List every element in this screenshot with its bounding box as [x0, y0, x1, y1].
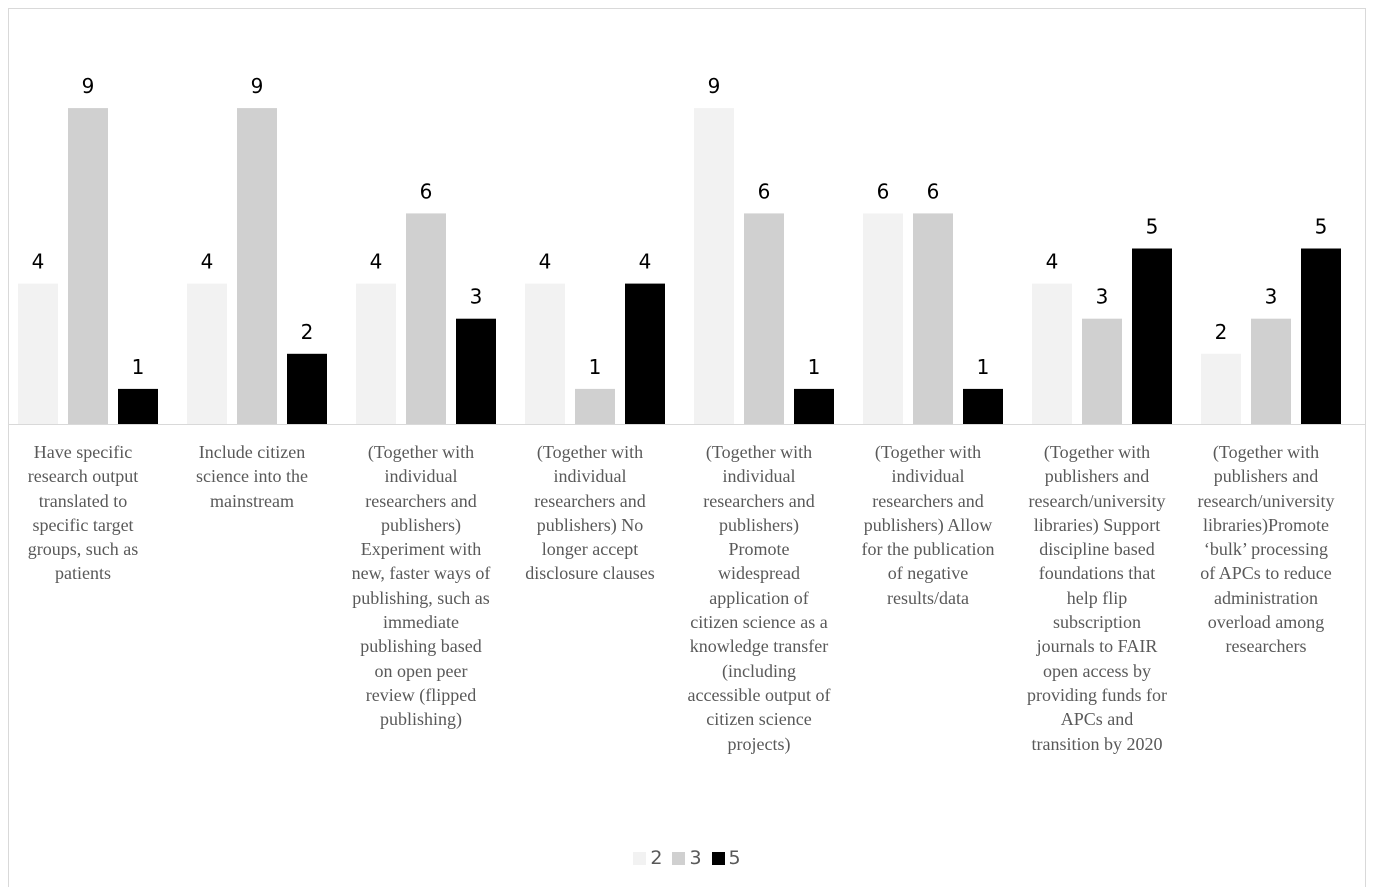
bar-series-3-cat-8 — [1251, 318, 1291, 424]
legend-label-3: 3 — [689, 847, 702, 869]
chart-frame — [8, 8, 1366, 887]
data-label-series-5-cat-1: 1 — [132, 355, 145, 379]
bar-series-2-cat-1 — [18, 283, 58, 424]
data-label-series-3-cat-3: 6 — [420, 179, 433, 203]
bar-series-2-cat-7 — [1032, 283, 1072, 424]
data-label-series-3-cat-8: 3 — [1265, 285, 1278, 309]
bar-series-2-cat-8 — [1201, 353, 1241, 424]
bar-series-5-cat-8 — [1301, 248, 1341, 424]
legend-item-2: 2 — [633, 847, 662, 869]
bar-series-2-cat-2 — [187, 283, 227, 424]
data-label-series-5-cat-8: 5 — [1315, 215, 1328, 239]
bar-series-2-cat-5 — [694, 108, 734, 424]
bar-series-2-cat-3 — [356, 283, 396, 424]
bar-series-5-cat-5 — [794, 388, 834, 424]
legend-label-2: 2 — [650, 847, 663, 869]
data-label-series-5-cat-3: 3 — [470, 285, 483, 309]
data-label-series-3-cat-2: 9 — [251, 74, 264, 98]
category-label-4: (Together with individual researchers an… — [525, 442, 655, 584]
data-label-series-5-cat-4: 4 — [639, 250, 652, 274]
category-label-3: (Together with individual researchers an… — [351, 442, 491, 730]
bar-series-3-cat-4 — [575, 388, 615, 424]
bar-series-5-cat-4 — [625, 283, 665, 424]
bar-series-5-cat-1 — [118, 388, 158, 424]
category-label-2: Include citizen science into the mainstr… — [196, 442, 308, 511]
data-label-series-3-cat-5: 6 — [758, 179, 771, 203]
data-label-series-3-cat-6: 6 — [927, 179, 940, 203]
category-label-8: (Together with publishers and research/u… — [1197, 442, 1335, 657]
bar-series-5-cat-7 — [1132, 248, 1172, 424]
chart-legend: 2 3 5 — [0, 845, 1374, 871]
legend-swatch-3 — [672, 851, 686, 865]
data-label-series-3-cat-1: 9 — [82, 74, 95, 98]
bar-series-5-cat-6 — [963, 388, 1003, 424]
legend-label-5: 5 — [728, 847, 741, 869]
data-label-series-2-cat-3: 4 — [370, 250, 383, 274]
bar-series-5-cat-2 — [287, 353, 327, 424]
data-label-series-2-cat-4: 4 — [539, 250, 552, 274]
bar-series-2-cat-6 — [863, 213, 903, 424]
data-label-series-2-cat-7: 4 — [1046, 250, 1059, 274]
data-label-series-5-cat-6: 1 — [977, 355, 990, 379]
bar-series-3-cat-1 — [68, 108, 108, 424]
data-label-series-5-cat-5: 1 — [808, 355, 821, 379]
data-label-series-2-cat-6: 6 — [877, 179, 890, 203]
data-label-series-2-cat-8: 2 — [1215, 320, 1228, 344]
bar-series-3-cat-2 — [237, 108, 277, 424]
legend-swatch-5 — [711, 851, 725, 865]
legend-item-5: 5 — [711, 847, 741, 869]
data-label-series-2-cat-5: 9 — [708, 74, 721, 98]
legend-swatch-2 — [633, 851, 647, 865]
category-label-6: (Together with individual researchers an… — [861, 442, 995, 608]
data-label-series-5-cat-2: 2 — [301, 320, 314, 344]
data-label-series-2-cat-1: 4 — [32, 250, 45, 274]
category-label-1: Have specific research output translated… — [27, 442, 139, 584]
data-label-series-2-cat-2: 4 — [201, 250, 214, 274]
data-label-series-3-cat-7: 3 — [1096, 285, 1109, 309]
category-label-7: (Together with publishers and research/u… — [1027, 442, 1167, 754]
bar-series-3-cat-6 — [913, 213, 953, 424]
bar-series-3-cat-3 — [406, 213, 446, 424]
data-label-series-3-cat-4: 1 — [589, 355, 602, 379]
legend-item-3: 3 — [672, 847, 702, 869]
bar-series-5-cat-3 — [456, 318, 496, 424]
category-label-5: (Together with individual researchers an… — [687, 442, 831, 754]
bar-series-3-cat-7 — [1082, 318, 1122, 424]
bar-series-3-cat-5 — [744, 213, 784, 424]
data-label-series-5-cat-7: 5 — [1146, 215, 1159, 239]
bar-series-2-cat-4 — [525, 283, 565, 424]
